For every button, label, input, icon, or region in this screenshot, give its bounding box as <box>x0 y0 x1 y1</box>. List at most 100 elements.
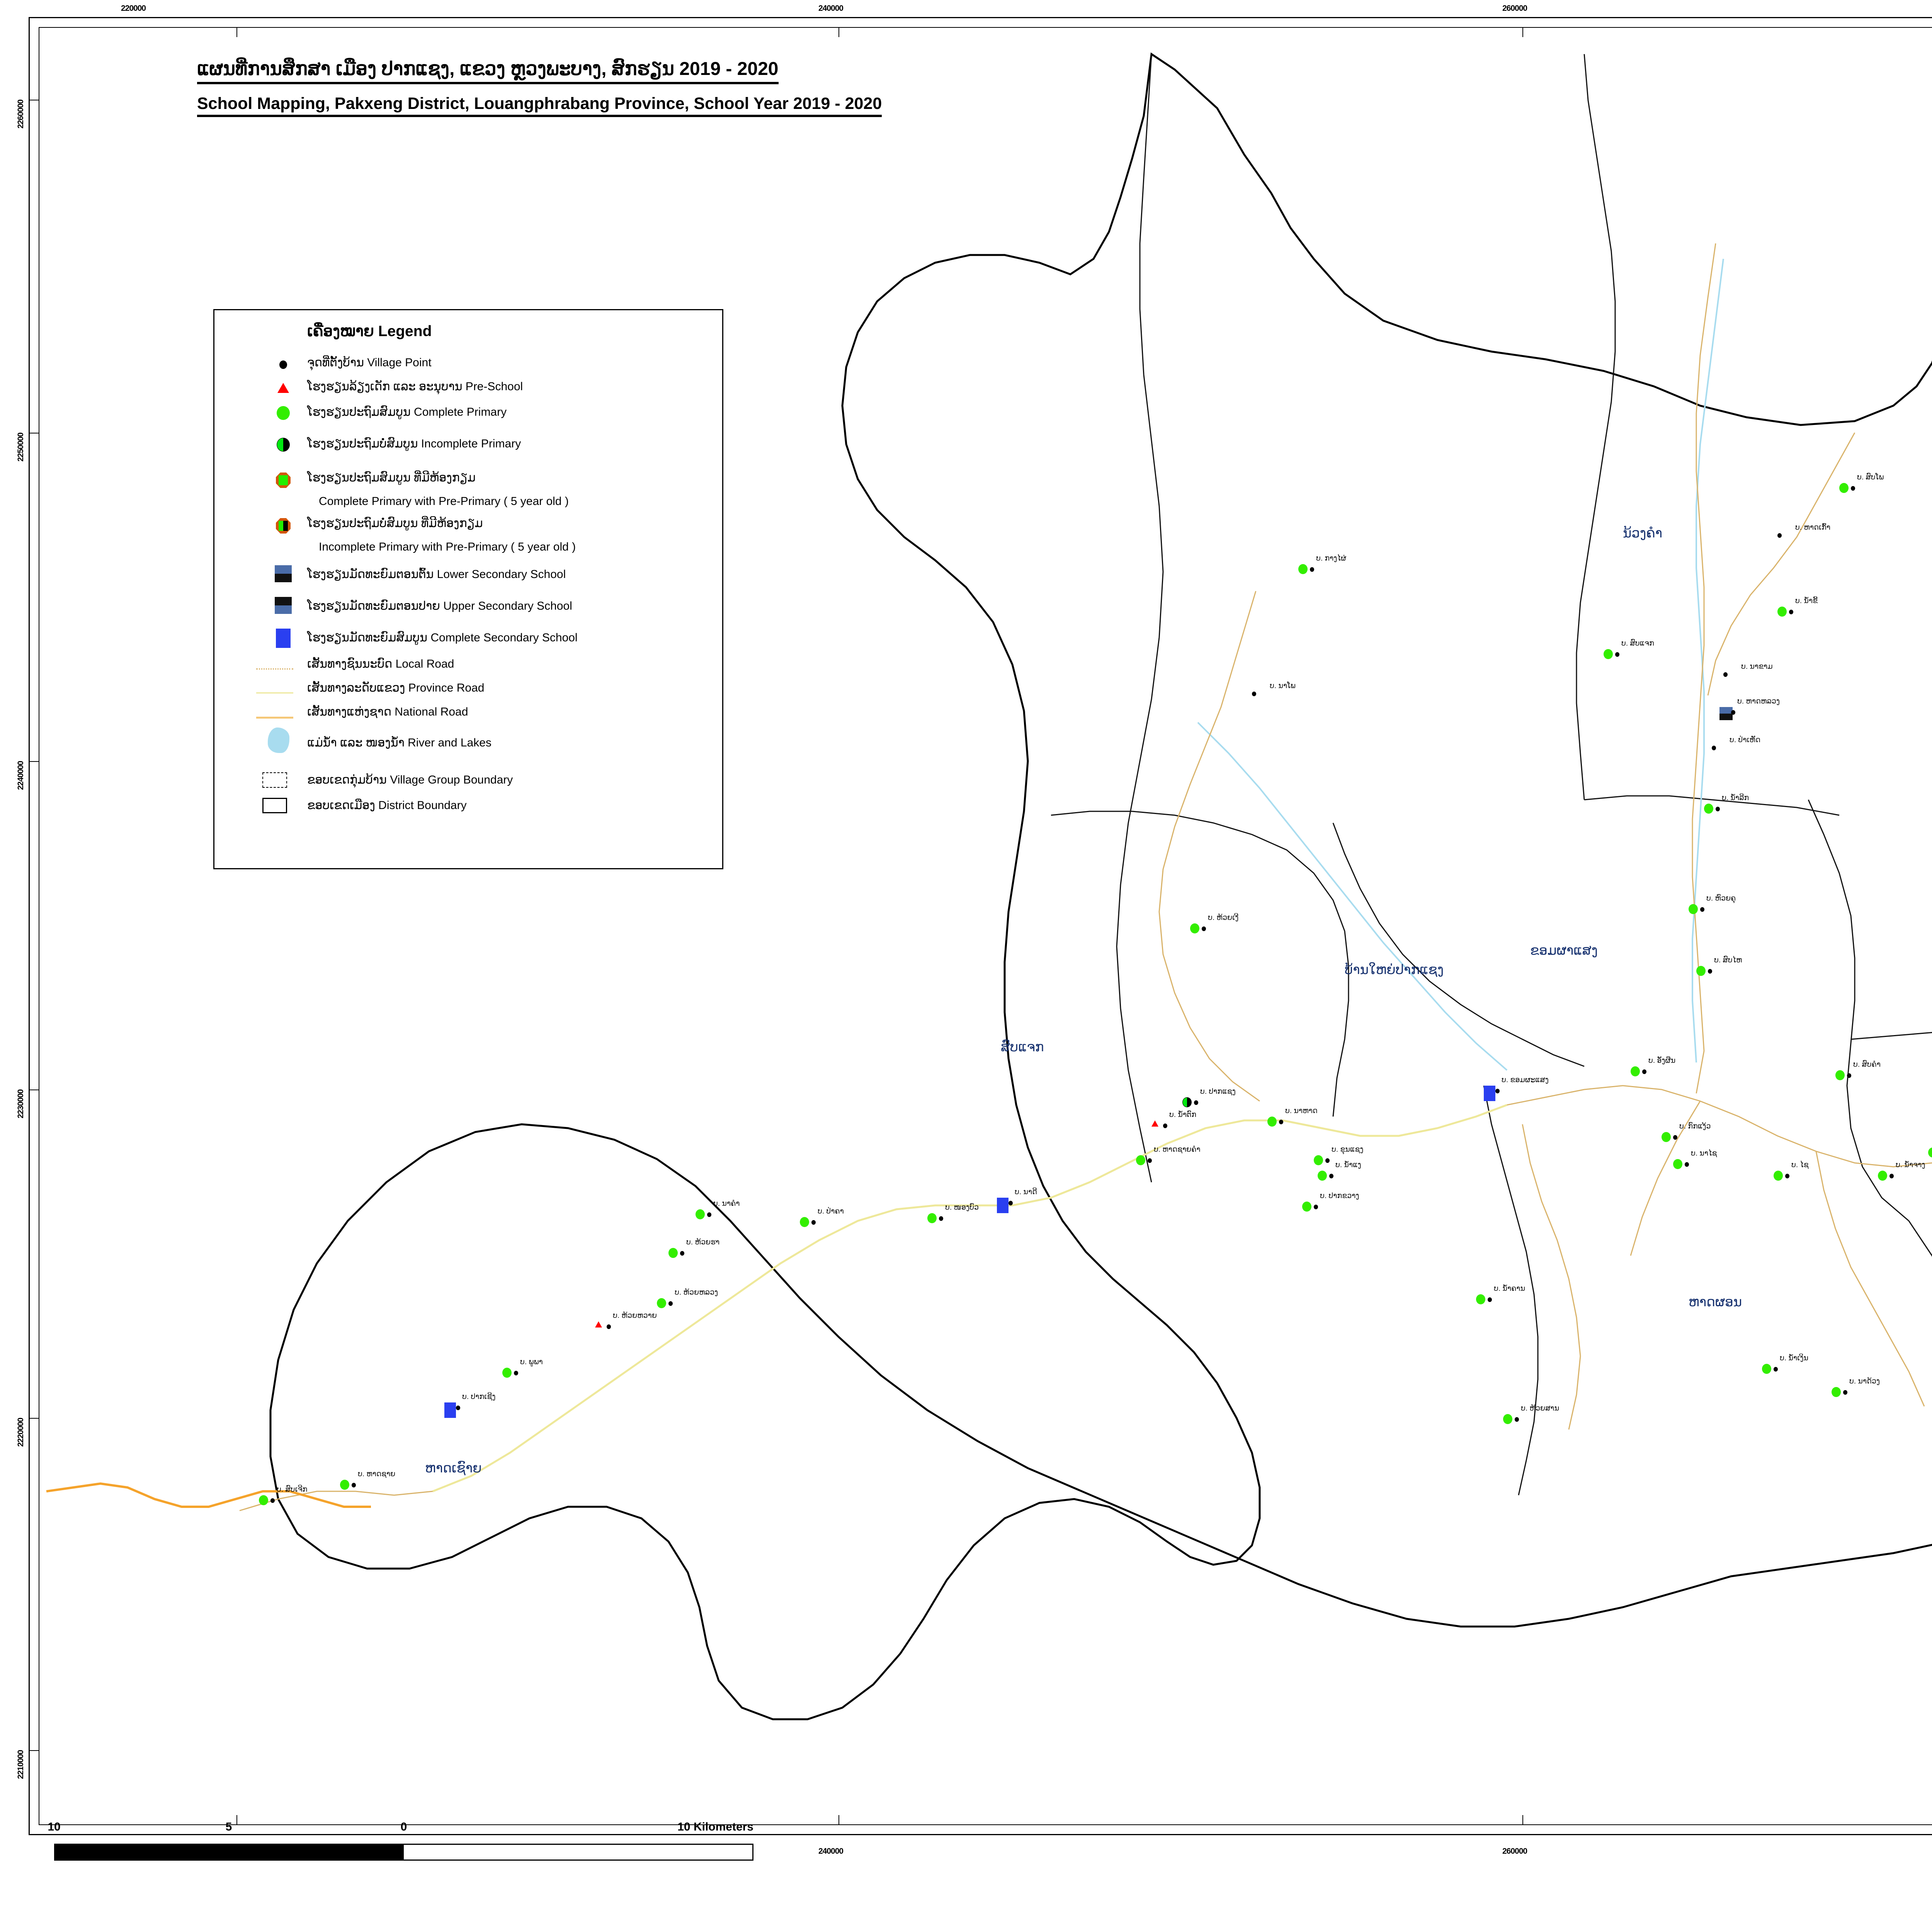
village-label: ບ. ຫາດເກົ້າ <box>1795 524 1831 532</box>
village-point-icon <box>352 1483 356 1487</box>
neatline-inner <box>39 27 1932 1825</box>
village-marker-pre-school[interactable] <box>1151 1120 1158 1127</box>
village-label: ບ. ກົກແງ້ວ <box>1679 1122 1711 1130</box>
village-marker-complete-primary[interactable] <box>657 1298 666 1308</box>
village-label: ບ. ນ້ຳຕົກ <box>1169 1111 1197 1119</box>
village-label: ບ. ໄຊ <box>1791 1161 1809 1169</box>
village-marker-incomplete-primary[interactable] <box>1182 1097 1192 1107</box>
village-marker-complete-primary[interactable] <box>1689 904 1698 914</box>
province-roads <box>432 1104 1507 1492</box>
y-axis-label-left-4: 2230000 <box>16 1090 25 1118</box>
village-marker-complete-primary[interactable] <box>1298 564 1308 574</box>
legend-item-label: ແມ່ນ້ຳ ແລະ ໜອງນ້ຳ River and Lakes <box>307 736 492 749</box>
village-marker-complete-primary[interactable] <box>1832 1387 1841 1397</box>
village-marker-complete-primary[interactable] <box>1503 1414 1512 1424</box>
village-marker-complete-primary[interactable] <box>1777 607 1787 617</box>
village-marker-pre-school[interactable] <box>595 1321 602 1327</box>
village-point-icon <box>607 1324 611 1329</box>
scale-tick-5: 5 <box>225 1820 232 1833</box>
district-boundary-path <box>269 52 1932 1720</box>
village-marker-complete-primary[interactable] <box>502 1368 512 1378</box>
village-label: ບ. ນາດ້ວງ <box>1849 1377 1880 1385</box>
village-marker-complete-primary[interactable] <box>1704 804 1713 814</box>
village-marker-complete-primary[interactable] <box>1839 483 1849 493</box>
village-marker-complete-primary[interactable] <box>696 1209 705 1219</box>
scale-bar-graphic <box>54 1844 753 1861</box>
village-point-icon <box>514 1371 518 1375</box>
village-label: ບ. ຫ້ວຍເງີ <box>1208 914 1239 922</box>
y-axis-label-left-3: 2240000 <box>16 761 25 790</box>
village-marker-lower-secondary[interactable] <box>1719 707 1733 720</box>
village-marker-complete-primary[interactable] <box>259 1495 268 1505</box>
scale-tick-10-left: 10 <box>48 1820 61 1833</box>
village-group-label: ນ້ວງຄຳ <box>1623 526 1663 541</box>
village-marker-complete-primary[interactable] <box>1267 1117 1277 1127</box>
village-marker-complete-primary[interactable] <box>1696 966 1706 976</box>
village-label: ບ. ປາກຂວາງ <box>1320 1192 1359 1200</box>
village-point-icon <box>1615 652 1619 657</box>
village-marker-complete-secondary[interactable] <box>444 1402 456 1418</box>
village-label: ບ. ຫ້ວຍຫລວງ <box>675 1288 718 1297</box>
village-marker-complete-primary[interactable] <box>1673 1159 1682 1169</box>
village-marker-complete-primary[interactable] <box>1774 1171 1783 1181</box>
village-label: ບ. ຂຸນແຊງ <box>1332 1146 1364 1154</box>
village-marker-village[interactable] <box>1712 746 1716 750</box>
legend-item-label: ໂຮງຮຽນປະຖົມສົມບູນ Complete Primary <box>307 406 507 418</box>
village-label: ບ. ນ້ຳລີກ <box>1722 794 1749 802</box>
x-axis-label-bottom-2: 240000 <box>818 1847 844 1856</box>
village-point-icon <box>1642 1069 1646 1074</box>
village-marker-complete-primary[interactable] <box>1928 1147 1932 1158</box>
village-marker-complete-primary[interactable] <box>1878 1171 1887 1181</box>
map-canvas[interactable]: ນ້ວງຄຳ ບ້ານໃຫຍ່ປາກແຊງ ຂອມຜາແສງ ສົບແຈກ ຫາ… <box>39 27 1932 1825</box>
village-marker-complete-primary[interactable] <box>1190 923 1199 933</box>
village-marker-complete-primary[interactable] <box>1631 1066 1640 1076</box>
village-point-icon <box>1685 1162 1689 1167</box>
legend-item-label: ໂຮງຮຽນລ້ຽງເດັກ ແລະ ອະນຸບານ Pre-School <box>307 380 523 393</box>
legend-item-label: ໂຮງຮຽນປະຖົມສົມບູນ ທີ່ມີຫ້ອງກຽມ <box>307 471 476 484</box>
village-marker-village[interactable] <box>1252 692 1256 696</box>
village-label: ບ. ປ່າຄາ <box>818 1207 844 1215</box>
village-group-boundary-icon <box>262 772 287 788</box>
tick-top-2 <box>838 27 839 37</box>
village-marker-complete-primary[interactable] <box>1476 1294 1485 1304</box>
legend-item-label: ໂຮງຮຽນມັດທະຍົມສົມບູນ Complete Secondary … <box>307 631 578 644</box>
village-marker-complete-secondary[interactable] <box>997 1198 1009 1213</box>
legend-item-label: ໂຮງຮຽນປະຖົມບໍ່ສົມບູນ Incomplete Primary <box>307 437 521 450</box>
village-marker-complete-secondary[interactable] <box>1484 1086 1495 1101</box>
legend-item-label: ເສັ້ນທາງຊົນນະບົດ Local Road <box>307 658 454 670</box>
village-marker-complete-primary[interactable] <box>927 1213 937 1223</box>
village-marker-complete-primary[interactable] <box>340 1480 349 1490</box>
village-label: ບ. ນາໂພ <box>1270 682 1296 690</box>
village-marker-complete-primary[interactable] <box>1762 1364 1771 1374</box>
village-point-icon <box>1314 1205 1318 1209</box>
river-lake-icon <box>268 727 289 753</box>
map-title-lao: ແຜນທີ່ການສຶກສາ ເມືອງ ປາກແຊງ, ແຂວງ ຫຼວງພະ… <box>197 58 779 84</box>
village-label: ບ. ນາຄຳ <box>713 1200 740 1208</box>
village-label: ບ. ນ້ຳຈາງ <box>1896 1161 1925 1169</box>
village-marker-village[interactable] <box>1777 533 1782 538</box>
village-marker-complete-primary[interactable] <box>1835 1070 1845 1080</box>
village-label: ບ. ນາຫາດ <box>1285 1107 1318 1115</box>
village-label: ບ. ຫາດຫລວງ <box>1737 697 1780 705</box>
village-point-icon <box>1310 567 1314 572</box>
village-marker-village[interactable] <box>1723 672 1728 677</box>
village-label: ບ. ສົບຄຳ <box>1853 1061 1881 1069</box>
village-marker-complete-primary[interactable] <box>1136 1155 1145 1165</box>
village-marker-complete-primary[interactable] <box>1662 1132 1671 1142</box>
village-label: ບ. ສົບໄຫ <box>1714 956 1742 964</box>
legend-item-label: ຂອບເຂດກຸ່ມບ້ານ Village Group Boundary <box>307 773 513 786</box>
village-marker-complete-primary[interactable] <box>668 1248 678 1258</box>
tick-bottom-2 <box>838 1815 839 1825</box>
village-marker-complete-primary[interactable] <box>1314 1155 1323 1165</box>
village-label: ບ. ສົບເຈີກ <box>277 1486 308 1494</box>
village-marker-complete-primary[interactable] <box>1318 1171 1327 1181</box>
village-marker-complete-primary[interactable] <box>800 1217 809 1227</box>
tick-left-6 <box>29 1750 39 1751</box>
village-point-icon <box>1325 1158 1330 1163</box>
village-label: ບ. ສົບແຈກ <box>1621 639 1654 648</box>
village-label: ບ. ຫົວຍຄຸ <box>1706 894 1736 903</box>
village-point-icon <box>1673 1135 1677 1140</box>
village-marker-complete-primary[interactable] <box>1302 1202 1311 1212</box>
village-marker-complete-primary[interactable] <box>1604 649 1613 659</box>
